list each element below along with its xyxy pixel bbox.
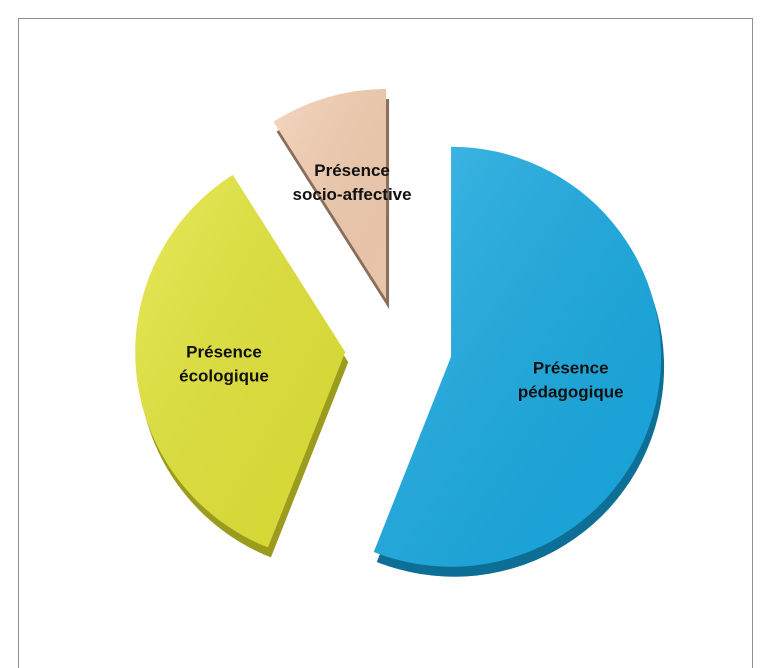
pie-slice-label-line: pédagogique — [518, 383, 624, 402]
pie-slice-label-1: Présence écologique — [179, 343, 269, 386]
pie-slice-gloss-0 — [373, 146, 662, 567]
pie-slice-gloss-2 — [273, 88, 387, 299]
pie-slice-label-0: Présence pédagogique — [518, 359, 624, 402]
pie-slice-label-line: socio-affective — [293, 185, 412, 204]
pie-slice-label-line: écologique — [179, 367, 269, 386]
pie-slices — [135, 88, 665, 577]
pie-slice-label-line: Présence — [314, 161, 390, 180]
pie-slice-label-line: Présence — [186, 343, 262, 362]
pie-slice-gloss-1 — [135, 174, 346, 548]
pie-slice-label-2: Présence socio-affective — [293, 161, 412, 204]
pie-slice-label-line: Présence — [533, 359, 609, 378]
